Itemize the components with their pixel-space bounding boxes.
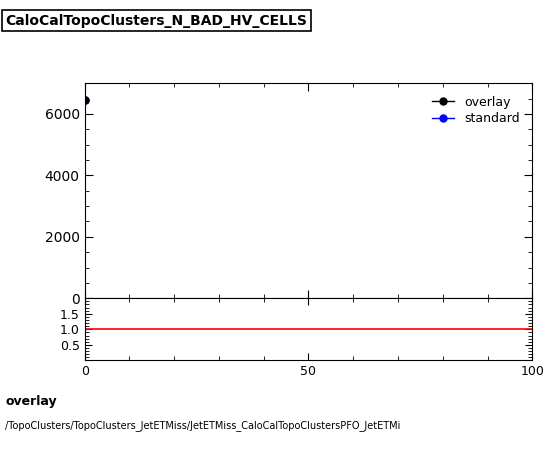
Text: overlay: overlay bbox=[5, 395, 57, 408]
Text: CaloCalTopoClusters_N_BAD_HV_CELLS: CaloCalTopoClusters_N_BAD_HV_CELLS bbox=[5, 14, 307, 28]
Text: /TopoClusters/TopoClusters_JetETMiss/JetETMiss_CaloCalTopoClustersPFO_JetETMi: /TopoClusters/TopoClusters_JetETMiss/Jet… bbox=[5, 420, 401, 432]
Legend: overlay, standard: overlay, standard bbox=[425, 90, 526, 132]
